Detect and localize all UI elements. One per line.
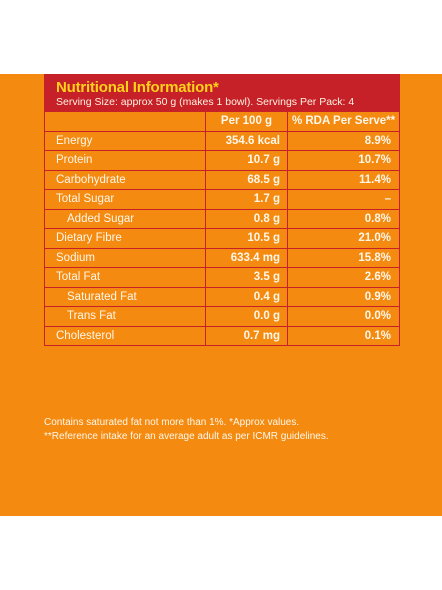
per100-value: 354.6 kcal: [205, 131, 287, 150]
table-row: Protein 10.7 g 10.7%: [45, 150, 399, 170]
footnote-saturated-fat: Contains saturated fat not more than 1%.…: [44, 417, 300, 428]
nutrient-label: Total Fat: [56, 271, 101, 284]
footnotes: Contains saturated fat not more than 1%.…: [44, 416, 404, 444]
rda-value: 0.0%: [287, 307, 399, 326]
rda-value: 15.8%: [287, 248, 399, 267]
table-header-band: Nutritional Information* Serving Size: a…: [45, 75, 399, 111]
per100-value: 10.5 g: [205, 229, 287, 248]
rda-value: 8.9%: [287, 131, 399, 150]
nutrition-table: Nutritional Information* Serving Size: a…: [44, 74, 400, 346]
footnote-reference-intake: **Reference intake for an average adult …: [44, 431, 329, 442]
rda-value: 2.6%: [287, 268, 399, 287]
per100-value: 0.7 mg: [205, 326, 287, 345]
column-header-rda: % RDA Per Serve**: [287, 112, 399, 131]
table-row: Total Sugar 1.7 g –: [45, 189, 399, 209]
nutrient-label: Protein: [56, 154, 93, 167]
rda-value: 0.9%: [287, 287, 399, 306]
nutrient-label: Total Sugar: [56, 193, 115, 206]
table-row: Energy 354.6 kcal 8.9%: [45, 130, 399, 150]
column-header-per100: Per 100 g: [205, 112, 287, 131]
table-title: Nutritional Information*: [56, 79, 219, 96]
serving-size-text: Serving Size: approx 50 g (makes 1 bowl)…: [56, 96, 355, 108]
rda-value: 11.4%: [287, 170, 399, 189]
rda-value: –: [287, 190, 399, 209]
table-row: Trans Fat 0.0 g 0.0%: [45, 306, 399, 326]
table-row: Total Fat 3.5 g 2.6%: [45, 267, 399, 287]
table-row: Added Sugar 0.8 g 0.8%: [45, 208, 399, 228]
per100-value: 633.4 mg: [205, 248, 287, 267]
nutrient-label: Sodium: [56, 251, 95, 264]
rda-value: 0.8%: [287, 209, 399, 228]
per100-value: 0.8 g: [205, 209, 287, 228]
nutrient-label: Trans Fat: [67, 310, 116, 323]
table-row: Cholesterol 0.7 mg 0.1%: [45, 325, 399, 345]
rda-value: 0.1%: [287, 326, 399, 345]
nutrient-label: Saturated Fat: [67, 290, 137, 303]
nutrient-label: Added Sugar: [67, 212, 135, 225]
table-row: Dietary Fibre 10.5 g 21.0%: [45, 228, 399, 248]
table-row: Carbohydrate 68.5 g 11.4%: [45, 169, 399, 189]
per100-value: 0.0 g: [205, 307, 287, 326]
per100-value: 10.7 g: [205, 151, 287, 170]
nutrient-label: Cholesterol: [56, 329, 115, 342]
nutrient-label: Energy: [56, 134, 93, 147]
rda-value: 21.0%: [287, 229, 399, 248]
per100-value: 1.7 g: [205, 190, 287, 209]
nutrient-label: Carbohydrate: [56, 173, 126, 186]
rda-value: 10.7%: [287, 151, 399, 170]
table-row: Sodium 633.4 mg 15.8%: [45, 247, 399, 267]
per100-value: 3.5 g: [205, 268, 287, 287]
nutrient-label: Dietary Fibre: [56, 232, 122, 245]
per100-value: 0.4 g: [205, 287, 287, 306]
orange-background-panel: [0, 74, 442, 516]
table-row: Saturated Fat 0.4 g 0.9%: [45, 286, 399, 306]
per100-value: 68.5 g: [205, 170, 287, 189]
column-header-row: Per 100 g % RDA Per Serve**: [45, 111, 399, 131]
